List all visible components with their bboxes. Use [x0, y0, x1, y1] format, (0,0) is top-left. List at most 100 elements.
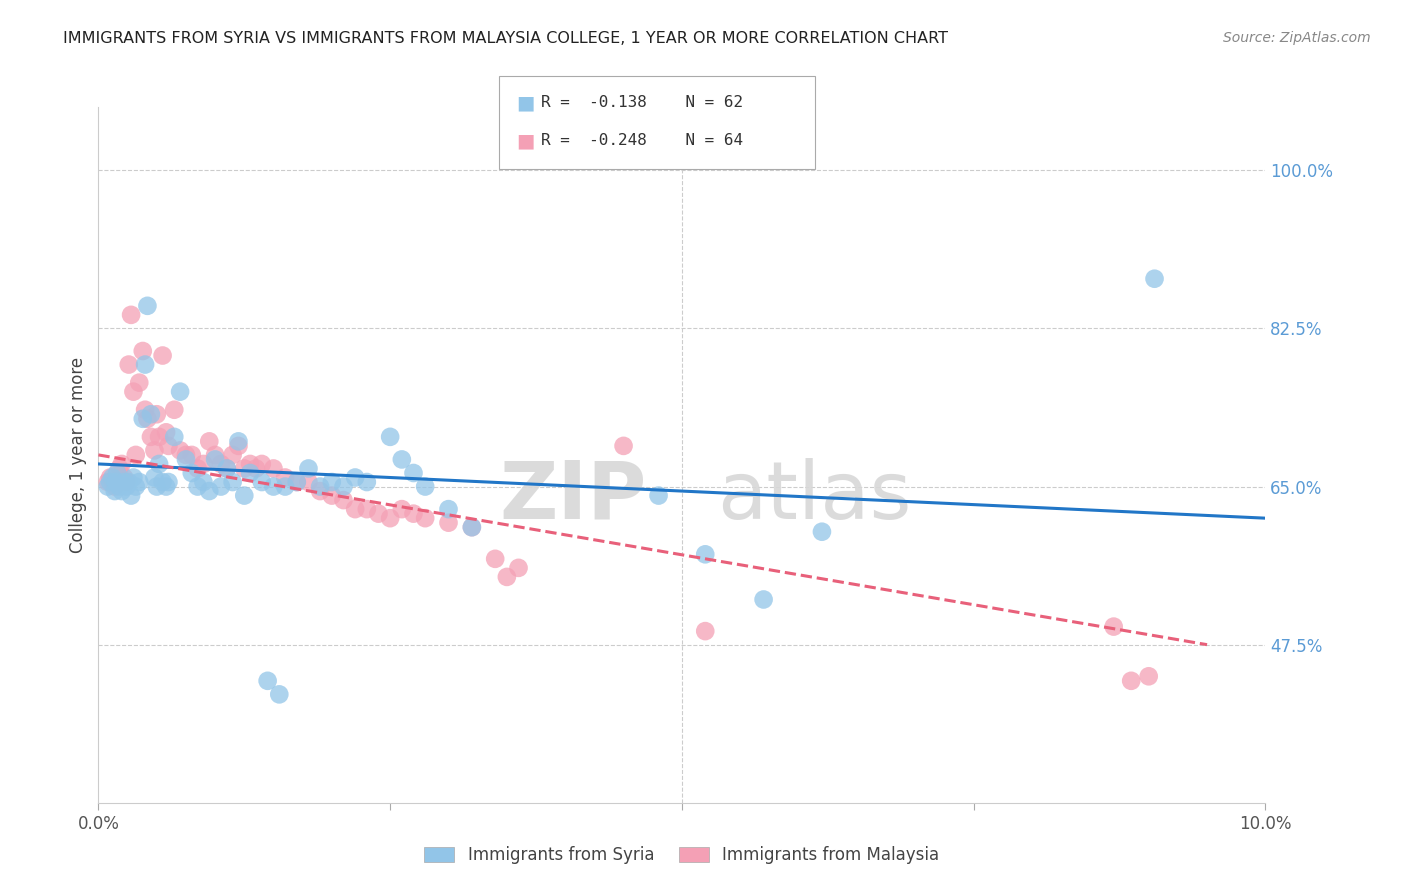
Point	[209, 479, 232, 493]
Y-axis label: College, 1 year or more: College, 1 year or more	[69, 357, 87, 553]
Point	[148, 457, 170, 471]
Point	[163, 430, 186, 444]
Text: IMMIGRANTS FROM SYRIA VS IMMIGRANTS FROM MALAYSIA COLLEGE, 1 YEAR OR MORE CORREL: IMMIGRANTS FROM SYRIA VS IMMIGRANTS FROM…	[63, 31, 948, 46]
Point	[108, 461, 131, 475]
Text: Source: ZipAtlas.com: Source: ZipAtlas.com	[1223, 31, 1371, 45]
Point	[174, 452, 197, 467]
Point	[134, 358, 156, 372]
Point	[297, 461, 319, 475]
Point	[204, 452, 226, 467]
Point	[105, 475, 128, 489]
Point	[250, 475, 273, 489]
Point	[105, 466, 128, 480]
Point	[263, 461, 285, 475]
Point	[613, 439, 636, 453]
Point	[461, 520, 484, 534]
Point	[274, 479, 297, 493]
Point	[356, 475, 378, 489]
Point	[309, 479, 332, 493]
Point	[332, 479, 354, 493]
Point	[413, 511, 436, 525]
Text: R =  -0.138    N = 62: R = -0.138 N = 62	[541, 95, 744, 110]
Point	[391, 502, 413, 516]
Point	[1121, 673, 1143, 688]
Point	[169, 384, 191, 399]
Point	[461, 520, 484, 534]
Point	[233, 461, 256, 475]
Point	[811, 524, 834, 539]
Point	[152, 349, 174, 363]
Point	[752, 592, 775, 607]
Point	[118, 475, 141, 489]
Text: R =  -0.248    N = 64: R = -0.248 N = 64	[541, 134, 744, 148]
Point	[402, 507, 425, 521]
Point	[263, 479, 285, 493]
Point	[269, 687, 291, 701]
Point	[111, 457, 134, 471]
Point	[125, 479, 148, 493]
Point	[344, 470, 367, 484]
Point	[215, 461, 238, 475]
Legend: Immigrants from Syria, Immigrants from Malaysia: Immigrants from Syria, Immigrants from M…	[418, 839, 946, 871]
Text: ■: ■	[516, 93, 534, 112]
Point	[104, 479, 127, 493]
Point	[180, 448, 202, 462]
Point	[122, 470, 145, 484]
Point	[155, 425, 177, 440]
Point	[122, 384, 145, 399]
Point	[193, 475, 215, 489]
Point	[101, 470, 124, 484]
Point	[209, 457, 232, 471]
Point	[180, 466, 202, 480]
Point	[118, 358, 141, 372]
Point	[97, 475, 120, 489]
Point	[198, 434, 221, 449]
Point	[120, 308, 142, 322]
Point	[128, 475, 150, 489]
Point	[285, 475, 308, 489]
Point	[163, 402, 186, 417]
Point	[174, 448, 197, 462]
Text: ■: ■	[516, 131, 534, 151]
Point	[187, 461, 209, 475]
Point	[108, 479, 131, 493]
Point	[344, 502, 367, 516]
Point	[169, 443, 191, 458]
Point	[1102, 619, 1125, 633]
Point	[245, 461, 267, 475]
Point	[647, 489, 669, 503]
Point	[391, 452, 413, 467]
Point	[132, 411, 155, 425]
Point	[356, 502, 378, 516]
Point	[215, 461, 238, 475]
Point	[380, 511, 402, 525]
Point	[112, 475, 135, 489]
Point	[695, 624, 717, 639]
Point	[146, 407, 169, 421]
Point	[1143, 271, 1166, 285]
Point	[221, 475, 243, 489]
Point	[139, 407, 162, 421]
Point	[367, 507, 389, 521]
Point	[136, 411, 159, 425]
Point	[98, 475, 121, 489]
Point	[285, 475, 308, 489]
Point	[143, 470, 166, 484]
Point	[437, 516, 460, 530]
Point	[239, 466, 262, 480]
Point	[413, 479, 436, 493]
Point	[228, 439, 250, 453]
Point	[198, 484, 221, 499]
Point	[115, 475, 138, 489]
Text: ZIP: ZIP	[499, 458, 647, 536]
Point	[239, 457, 262, 471]
Point	[120, 489, 142, 503]
Point	[155, 479, 177, 493]
Point	[204, 448, 226, 462]
Point	[104, 484, 127, 499]
Point	[112, 470, 135, 484]
Point	[496, 570, 519, 584]
Point	[136, 299, 159, 313]
Point	[332, 493, 354, 508]
Point	[228, 434, 250, 449]
